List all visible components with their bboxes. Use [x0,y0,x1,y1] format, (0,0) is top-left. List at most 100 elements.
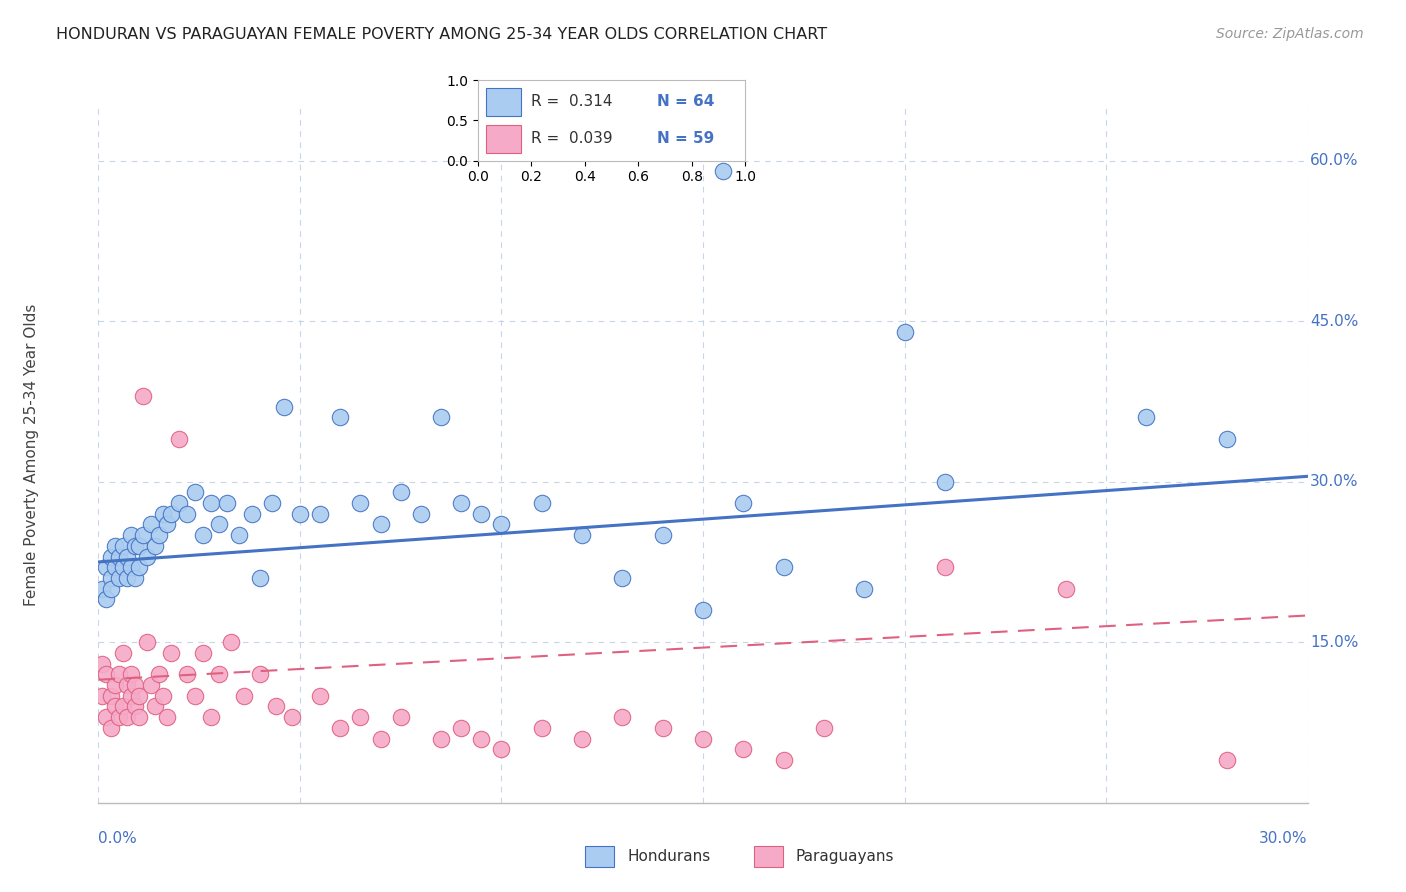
Point [1216,432,1239,446]
Point [264,699,287,714]
Point [143,699,166,714]
Point [208,517,231,532]
Point [128,710,150,724]
Point [450,496,472,510]
Point [232,689,254,703]
Point [100,549,122,564]
Bar [486,125,520,153]
Point [249,667,271,681]
Point [100,689,122,703]
Point [156,710,179,724]
Point [139,678,162,692]
Point [651,721,673,735]
Text: Female Poverty Among 25-34 Year Olds: Female Poverty Among 25-34 Year Olds [24,304,39,606]
Point [470,731,492,746]
Point [96,710,118,724]
Point [107,571,129,585]
Point [111,560,134,574]
Point [100,582,122,596]
Point [148,528,170,542]
Point [692,603,714,617]
Point [491,517,513,532]
Text: HONDURAN VS PARAGUAYAN FEMALE POVERTY AMONG 25-34 YEAR OLDS CORRELATION CHART: HONDURAN VS PARAGUAYAN FEMALE POVERTY AM… [56,27,827,42]
Text: Paraguayans: Paraguayans [796,849,894,863]
Point [772,560,794,574]
Point [612,571,634,585]
Point [1054,582,1077,596]
Point [200,710,222,724]
Point [124,571,146,585]
Point [309,689,332,703]
Point [156,517,179,532]
Bar [585,846,614,867]
Point [228,528,250,542]
Point [128,539,150,553]
Point [111,539,134,553]
Text: N = 59: N = 59 [657,131,714,146]
Point [571,528,593,542]
Point [349,496,371,510]
Point [430,410,453,425]
Point [160,646,183,660]
Point [115,710,138,724]
Point [115,571,138,585]
Point [152,689,174,703]
Point [208,667,231,681]
Point [152,507,174,521]
Point [530,496,553,510]
Point [389,710,412,724]
Point [329,721,352,735]
Point [91,582,114,596]
Point [651,528,673,542]
Point [120,528,142,542]
Point [309,507,332,521]
Point [135,549,157,564]
Text: 45.0%: 45.0% [1310,314,1358,328]
Point [249,571,271,585]
Point [692,731,714,746]
Point [124,678,146,692]
Point [184,689,207,703]
Point [160,507,183,521]
Point [430,731,453,746]
Point [193,646,215,660]
Bar [754,846,783,867]
Point [128,689,150,703]
Point [409,507,432,521]
Point [450,721,472,735]
Point [107,667,129,681]
Point [470,507,492,521]
Point [612,710,634,724]
Point [124,699,146,714]
Point [530,721,553,735]
Point [288,507,311,521]
Point [240,507,263,521]
Point [281,710,304,724]
Point [107,549,129,564]
Point [349,710,371,724]
Text: Hondurans: Hondurans [627,849,710,863]
Point [200,496,222,510]
Point [733,742,755,756]
Point [193,528,215,542]
Point [91,689,114,703]
Point [115,549,138,564]
Point [103,699,125,714]
Point [370,731,392,746]
Point [273,400,295,414]
Point [167,432,190,446]
Point [111,699,134,714]
Point [176,667,198,681]
Point [184,485,207,500]
Point [813,721,835,735]
Text: N = 64: N = 64 [657,95,714,110]
Point [100,571,122,585]
Point [711,164,734,178]
Point [111,646,134,660]
Point [370,517,392,532]
Point [91,657,114,671]
Point [389,485,412,500]
Point [167,496,190,510]
Point [934,560,956,574]
Point [96,667,118,681]
